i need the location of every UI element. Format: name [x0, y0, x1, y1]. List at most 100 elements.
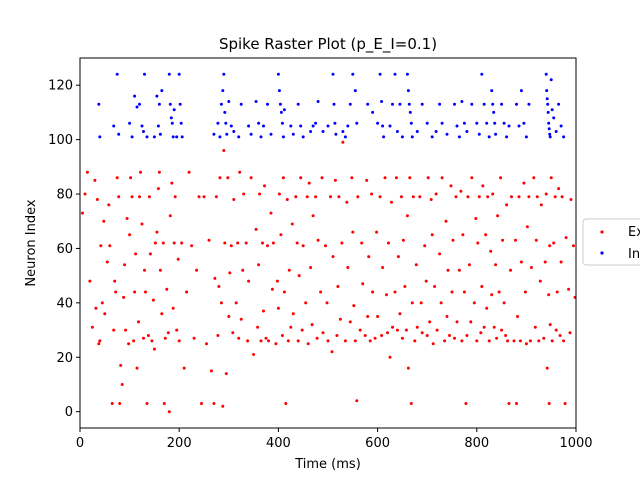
excitatory-spike-point [207, 238, 211, 242]
inhibitory-spike-point [545, 89, 549, 93]
excitatory-spike-point [135, 366, 139, 370]
excitatory-spike-point [259, 339, 263, 343]
excitatory-spike-point [449, 184, 453, 188]
inhibitory-spike-point [415, 130, 419, 133]
excitatory-spike-point [403, 285, 407, 288]
inhibitory-spike-point [212, 132, 216, 136]
excitatory-spike-point [480, 285, 484, 288]
excitatory-spike-point [451, 238, 455, 242]
excitatory-spike-point [475, 339, 479, 343]
excitatory-spike-point [545, 366, 549, 370]
excitatory-spike-point [336, 285, 340, 288]
inhibitory-spike-point [167, 72, 171, 76]
excitatory-spike-point [258, 192, 262, 196]
inhibitory-spike-point [547, 127, 551, 131]
excitatory-spike-point [285, 198, 289, 201]
excitatory-spike-point [401, 238, 405, 242]
inhibitory-spike-point [232, 130, 236, 133]
excitatory-spike-point [263, 184, 266, 188]
excitatory-spike-point [146, 334, 150, 337]
excitatory-spike-point [133, 290, 137, 294]
excitatory-spike-point [510, 195, 513, 199]
excitatory-spike-point [249, 176, 253, 180]
inhibitory-spike-point [491, 102, 495, 106]
excitatory-spike-point [242, 192, 246, 196]
inhibitory-spike-point [155, 94, 159, 98]
inhibitory-spike-point [229, 124, 233, 128]
excitatory-spike-point [172, 241, 176, 245]
excitatory-spike-point [88, 279, 92, 283]
inhibitory-spike-point [222, 72, 226, 76]
excitatory-spike-point [108, 244, 112, 248]
excitatory-spike-point [294, 195, 298, 199]
excitatory-spike-point [351, 230, 355, 234]
inhibitory-spike-point [457, 135, 461, 139]
excitatory-spike-point [495, 336, 499, 340]
inhibitory-spike-point [247, 124, 251, 128]
inhibitory-spike-point [152, 135, 156, 139]
inhibitory-spike-point [492, 110, 496, 114]
inhibitory-spike-point [332, 102, 336, 106]
y-tick-label: 80 [56, 188, 73, 203]
excitatory-spike-point [386, 331, 389, 335]
inhibitory-spike-point [400, 135, 404, 139]
excitatory-spike-point [152, 347, 156, 351]
excitatory-spike-point [110, 402, 114, 405]
excitatory-spike-point [202, 195, 206, 199]
excitatory-spike-point [187, 170, 191, 174]
excitatory-spike-point [472, 301, 476, 305]
excitatory-spike-point [277, 192, 281, 196]
excitatory-spike-point [236, 241, 240, 245]
excitatory-spike-point [371, 290, 375, 294]
y-tick-label: 120 [48, 79, 73, 94]
excitatory-spike-point [552, 241, 556, 245]
excitatory-spike-point [365, 178, 369, 182]
inhibitory-spike-point [562, 135, 566, 139]
excitatory-spike-point [103, 312, 107, 316]
excitatory-spike-point [166, 331, 170, 335]
excitatory-spike-point [290, 222, 294, 226]
inhibitory-spike-point [172, 108, 176, 112]
excitatory-spike-point [232, 198, 236, 201]
excitatory-spike-point [346, 266, 350, 269]
inhibitory-spike-point [98, 135, 102, 139]
excitatory-spike-point [264, 336, 268, 340]
excitatory-spike-point [559, 260, 563, 264]
inhibitory-spike-point [157, 102, 161, 106]
excitatory-spike-point [485, 306, 489, 310]
inhibitory-spike-point [519, 89, 523, 93]
excitatory-spike-point [482, 325, 486, 329]
inhibitory-spike-point [544, 72, 548, 76]
excitatory-spike-point [330, 350, 334, 354]
excitatory-spike-point [431, 342, 435, 346]
excitatory-spike-point [544, 192, 548, 196]
excitatory-spike-point [528, 339, 532, 343]
excitatory-spike-point [367, 255, 371, 259]
inhibitory-spike-point [343, 135, 347, 139]
inhibitory-spike-point [143, 72, 146, 76]
excitatory-spike-point [391, 325, 394, 329]
inhibitory-spike-point [279, 110, 283, 114]
excitatory-spike-point [305, 195, 309, 199]
excitatory-spike-point [515, 402, 518, 405]
excitatory-spike-point [469, 320, 473, 324]
inhibitory-spike-point [227, 100, 231, 103]
inhibitory-spike-point [410, 135, 414, 139]
excitatory-spike-point [380, 334, 384, 337]
excitatory-spike-point [445, 315, 449, 318]
excitatory-spike-point [209, 369, 213, 373]
inhibitory-spike-point [517, 124, 521, 128]
inhibitory-spike-point [333, 121, 337, 125]
excitatory-spike-point [413, 339, 417, 343]
excitatory-spike-point [404, 328, 408, 332]
excitatory-spike-point [229, 244, 233, 248]
inhibitory-spike-point [299, 124, 303, 128]
inhibitory-spike-point [502, 121, 506, 125]
excitatory-spike-point [280, 334, 284, 337]
excitatory-spike-point [394, 176, 398, 180]
inhibitory-spike-point [316, 100, 320, 103]
excitatory-spike-point [448, 334, 451, 337]
excitatory-spike-point [127, 342, 131, 346]
excitatory-spike-point [157, 170, 161, 174]
excitatory-spike-point [94, 306, 98, 310]
